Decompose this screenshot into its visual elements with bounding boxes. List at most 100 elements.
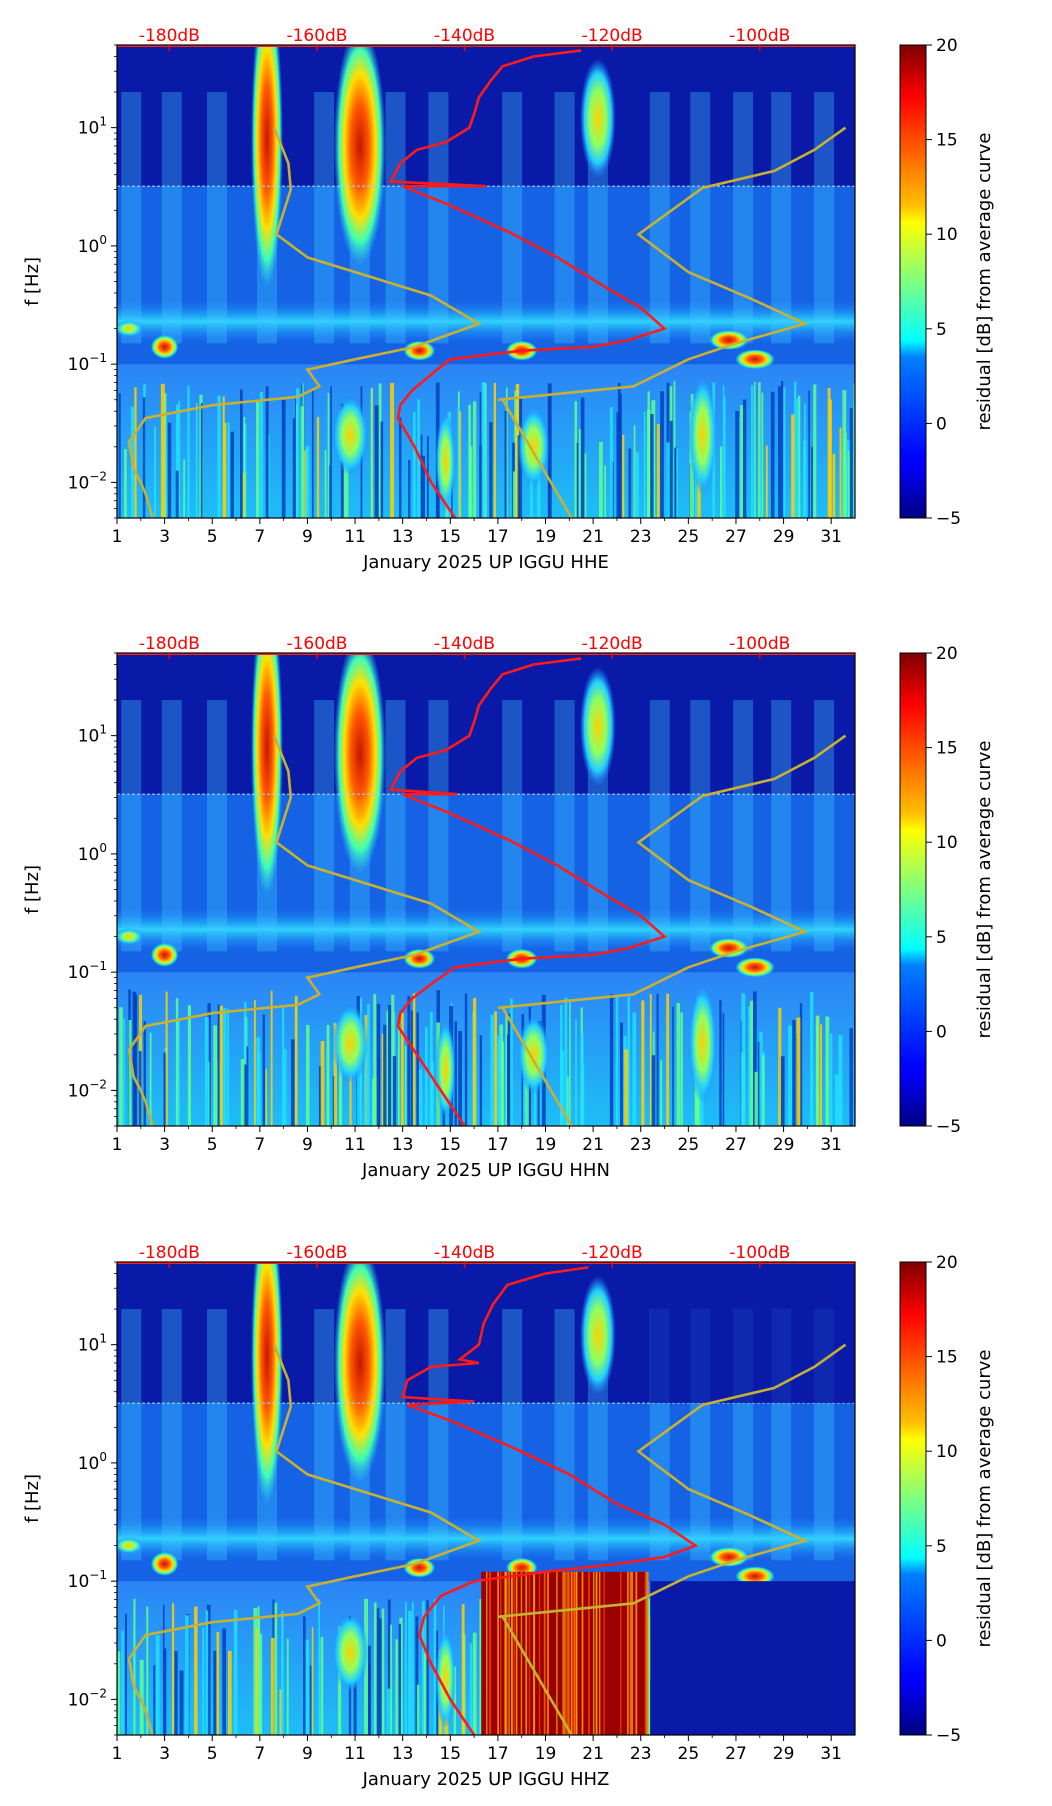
streak: [388, 1004, 392, 1126]
streak: [581, 1064, 585, 1126]
colorbar-tick-label: 15: [936, 739, 958, 759]
streak: [324, 449, 327, 518]
saturated-streak: [631, 1571, 634, 1735]
y-tick-label: 101: [78, 1332, 107, 1356]
event-glow: [332, 395, 369, 476]
event-plume: [206, 700, 227, 952]
saturated-streak: [497, 1571, 499, 1735]
streak: [628, 448, 632, 518]
streak: [383, 1024, 387, 1126]
x-tick-label: 13: [392, 527, 414, 547]
streak: [330, 386, 332, 518]
x-tick-label: 7: [254, 1744, 265, 1764]
streak: [240, 1059, 245, 1126]
streak: [599, 441, 603, 518]
streak: [391, 994, 395, 1126]
event-glow: [435, 1019, 456, 1120]
streak: [666, 442, 670, 518]
event-plume: [502, 700, 523, 952]
saturated-streak: [573, 1571, 575, 1735]
streak: [124, 449, 127, 518]
streak: [754, 1071, 759, 1126]
db-label: -100dB: [729, 1243, 790, 1263]
event-plume: [161, 1309, 182, 1561]
event-blob: [403, 340, 436, 361]
streak: [311, 1627, 314, 1735]
streak: [796, 1017, 801, 1126]
db-label: -140dB: [434, 634, 495, 654]
colorbar-tick-label: 5: [936, 928, 947, 948]
y-tick-label: 100: [78, 841, 107, 865]
event-blob: [250, 45, 283, 290]
event-plume: [121, 700, 142, 952]
saturated-streak: [626, 1571, 629, 1735]
streak: [770, 391, 775, 518]
saturated-streak: [567, 1571, 569, 1735]
streak: [243, 1064, 247, 1126]
streak: [515, 383, 520, 518]
streak: [525, 1076, 529, 1126]
streak: [417, 399, 420, 518]
streak: [505, 1015, 509, 1126]
streak: [648, 1598, 651, 1735]
streak: [219, 1005, 223, 1126]
streak: [783, 387, 786, 518]
streak: [345, 443, 349, 518]
streak: [669, 420, 673, 518]
x-tick-label: 5: [207, 1744, 218, 1764]
panel-1: 1 3 5 7 9 11 13 15 17 19 21 23 25 27 29 3110−210−110010…: [22, 634, 995, 1181]
streak: [386, 1688, 391, 1735]
saturated-streak: [547, 1571, 549, 1735]
streak: [506, 1034, 509, 1126]
streak: [421, 1601, 425, 1735]
streak: [641, 1000, 645, 1126]
saturated-streak: [533, 1571, 535, 1735]
streak: [268, 433, 270, 518]
event-plume: [554, 700, 575, 952]
streak: [175, 470, 179, 518]
noise-model-curve: [127, 1343, 847, 1735]
streak: [433, 1599, 437, 1735]
streak: [367, 1004, 370, 1126]
event-plume: [428, 1309, 449, 1561]
streak: [722, 1013, 725, 1126]
streak: [123, 1018, 125, 1126]
streak: [357, 1066, 361, 1126]
event-plume: [428, 700, 449, 952]
streak: [412, 411, 416, 518]
streak: [415, 1616, 419, 1735]
event-blob: [403, 1557, 436, 1578]
colorbar-label: residual [dB] from average curve: [974, 740, 995, 1038]
event-blob: [250, 653, 283, 898]
streak: [333, 1023, 337, 1126]
streak: [187, 1005, 191, 1126]
event-plume: [554, 1309, 575, 1561]
streak: [171, 1603, 175, 1735]
streak: [204, 1016, 209, 1126]
x-tick-label: 19: [535, 1135, 557, 1155]
streak: [472, 998, 477, 1126]
streak: [813, 384, 817, 518]
streak: [246, 1046, 249, 1126]
saturated-streak: [513, 1571, 516, 1735]
streak: [584, 453, 587, 518]
saturated-streak: [574, 1571, 576, 1735]
event-blob: [333, 653, 386, 874]
colorbar: −5 0 5 10 15 20 residual [dB] from average cur…: [899, 36, 995, 529]
streak: [457, 407, 460, 518]
streak: [479, 1598, 482, 1735]
streak: [624, 1049, 629, 1126]
streak: [689, 411, 692, 518]
x-tick-label: 31: [820, 527, 842, 547]
streak: [481, 382, 486, 518]
streak: [149, 1032, 152, 1126]
x-tick-label: 11: [344, 1135, 366, 1155]
streak: [758, 382, 761, 518]
streak: [253, 1000, 256, 1126]
x-axis-label: January 2025 UP IGGU HHE: [362, 552, 609, 573]
saturated-streak: [538, 1571, 541, 1735]
streak: [303, 1616, 306, 1735]
streak: [125, 1613, 127, 1735]
streak: [720, 446, 723, 518]
streak: [694, 463, 698, 518]
